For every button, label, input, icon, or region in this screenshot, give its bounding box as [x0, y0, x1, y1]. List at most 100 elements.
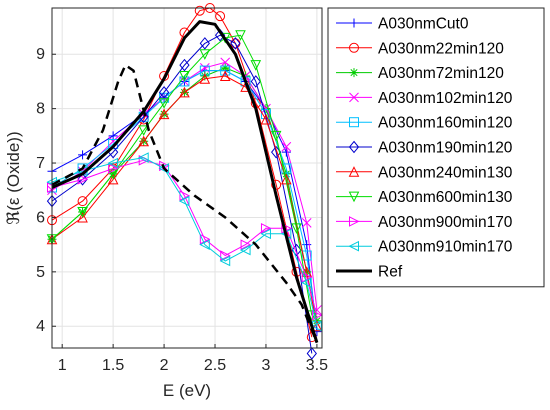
- data-point: [138, 135, 150, 147]
- data-point: [108, 131, 118, 141]
- series-line: [51, 34, 313, 316]
- legend-marker: [349, 68, 359, 78]
- legend-item: A030nm160min120: [336, 115, 513, 132]
- series-line: [51, 7, 313, 338]
- data-point: [77, 173, 88, 186]
- y-tick-label: 4: [36, 318, 45, 335]
- data-point: [239, 244, 251, 256]
- data-point: [179, 190, 191, 201]
- data-point: [291, 223, 302, 234]
- data-point: [301, 218, 312, 228]
- legend-marker: [348, 140, 360, 154]
- legend-item: A030nmCut0: [336, 16, 469, 33]
- data-point: [158, 86, 170, 99]
- data-point: [107, 173, 119, 185]
- legend-label: A030nm190min120: [378, 140, 513, 157]
- y-axis-label: ℜ(ε (Oxide)): [4, 131, 23, 224]
- data-point: [270, 130, 282, 142]
- legend-label: A030nm102min120: [378, 90, 513, 107]
- x-tick-label: 1.5: [102, 357, 124, 374]
- series-line: [51, 159, 318, 316]
- data-point: [220, 57, 231, 68]
- series-line: [51, 34, 313, 354]
- data-point: [215, 11, 226, 22]
- data-point: [311, 310, 323, 321]
- x-tick-label: 3: [262, 357, 271, 374]
- legend-label: A030nm900min170: [378, 214, 513, 231]
- data-point: [235, 30, 246, 41]
- series-group: [46, 3, 323, 360]
- data-point: [179, 71, 190, 82]
- data-point: [194, 5, 205, 16]
- legend-label: Ref: [378, 264, 403, 281]
- legend-label: A030nm600min130: [378, 189, 513, 206]
- legend-label: A030nm240min130: [378, 164, 513, 181]
- legend-label: A030nm160min120: [378, 115, 513, 132]
- data-point: [219, 70, 231, 81]
- series-Ref: [51, 20, 319, 344]
- legend-label: A030nmCut0: [378, 16, 469, 33]
- x-axis-label: E (eV): [163, 381, 211, 400]
- legend-marker: [349, 18, 359, 28]
- data-point: [220, 65, 231, 76]
- data-point: [281, 147, 291, 157]
- data-point: [281, 141, 292, 152]
- data-point: [240, 76, 251, 87]
- legend-item: Ref: [336, 264, 403, 281]
- data-point: [199, 239, 210, 250]
- data-point: [306, 347, 317, 360]
- x-tick-label: 1: [58, 357, 67, 374]
- data-point: [260, 228, 271, 240]
- data-point: [311, 320, 323, 332]
- y-tick-label: 7: [36, 155, 45, 172]
- legend-label: A030nm72min120: [378, 65, 504, 82]
- legend-item: A030nm22min120: [336, 40, 504, 57]
- data-point: [301, 271, 313, 283]
- y-tick-label: 5: [36, 264, 45, 281]
- legend-item: A030nm102min120: [336, 90, 513, 107]
- data-point: [199, 233, 211, 245]
- legend-item: A030nm190min120: [336, 140, 513, 157]
- data-point: [77, 211, 88, 223]
- data-point: [138, 152, 149, 163]
- series-A030nm600min130: [46, 30, 318, 321]
- data-point: [250, 60, 262, 71]
- data-point: [220, 250, 231, 261]
- data-point: [311, 320, 322, 332]
- legend-marker: [348, 166, 360, 177]
- legend-marker: [348, 191, 360, 203]
- data-point: [199, 37, 210, 50]
- data-point: [158, 98, 170, 109]
- legend-label: A030nm910min170: [378, 239, 513, 256]
- legend-marker: [349, 216, 360, 227]
- plot-background: [52, 8, 322, 348]
- legend-item: A030nm900min170: [336, 214, 513, 231]
- data-point: [219, 255, 231, 267]
- data-point: [250, 75, 261, 88]
- legend-label: A030nm22min120: [378, 40, 504, 57]
- data-point: [179, 86, 190, 98]
- data-point: [301, 250, 312, 261]
- data-point: [200, 71, 210, 81]
- data-point: [199, 49, 211, 60]
- series-line: [51, 20, 319, 344]
- legend-item: A030nm240min130: [336, 164, 513, 181]
- data-point: [281, 163, 292, 174]
- legend-item: A030nm910min170: [336, 239, 513, 256]
- x-tick-label: 3.5: [306, 357, 328, 374]
- legend-marker: [349, 92, 359, 103]
- data-point: [107, 168, 119, 180]
- legend-item: A030nm600min130: [336, 189, 513, 206]
- data-point: [77, 196, 88, 207]
- data-point: [107, 157, 119, 169]
- legend-item: A030nm72min120: [336, 65, 504, 82]
- data-point: [260, 113, 272, 125]
- data-point: [178, 195, 190, 207]
- y-tick-label: 6: [36, 209, 45, 226]
- y-tick-label: 9: [36, 46, 45, 63]
- data-point: [230, 37, 241, 50]
- data-point: [77, 174, 89, 185]
- series-line: [51, 70, 318, 327]
- legend-marker: [348, 240, 359, 252]
